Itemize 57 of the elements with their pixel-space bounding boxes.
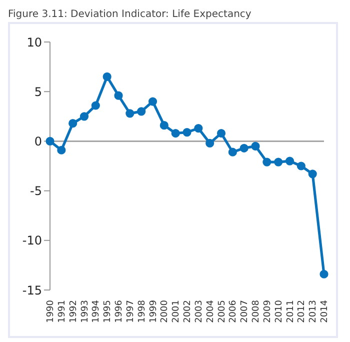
x-tick-label: 2001 xyxy=(172,300,182,323)
x-tick-label: 2004 xyxy=(206,300,216,323)
x-tick-label: 1997 xyxy=(126,300,136,323)
point xyxy=(285,156,294,166)
x-tick-label: 2009 xyxy=(262,300,273,323)
chart-title: Figure 3.11: Deviation Indicator: Life Expectancy xyxy=(8,8,252,22)
point xyxy=(160,121,168,130)
y-tick-label: -15 xyxy=(22,283,42,298)
x-tick-label: 1991 xyxy=(57,300,68,323)
point xyxy=(240,144,248,152)
point xyxy=(194,124,203,133)
x-tick-label: 1995 xyxy=(103,300,114,323)
point xyxy=(102,72,112,82)
x-tick-label: 1999 xyxy=(148,300,159,323)
point xyxy=(206,138,214,148)
point xyxy=(171,128,180,138)
point xyxy=(126,109,134,118)
x-tick-label: 2006 xyxy=(228,300,239,323)
point xyxy=(228,148,237,156)
point xyxy=(114,91,123,100)
x-tick-label: 2012 xyxy=(297,300,308,323)
y-tick-label: 10 xyxy=(26,35,42,50)
x-tick-label: 2002 xyxy=(183,300,193,323)
point xyxy=(148,97,158,106)
point xyxy=(262,158,272,166)
x-tick-label: 1996 xyxy=(114,300,124,323)
point xyxy=(251,142,260,150)
x-tick-label: 1990 xyxy=(46,300,56,323)
point xyxy=(57,146,66,154)
y-tick-label: 5 xyxy=(34,84,42,99)
y-tick-label: -10 xyxy=(22,234,42,248)
x-tick-label: 1998 xyxy=(137,300,148,323)
x-tick-label: 2011 xyxy=(286,300,296,323)
y-tick-label: -5 xyxy=(30,184,42,198)
point xyxy=(320,270,328,278)
point xyxy=(182,128,192,137)
point xyxy=(137,107,146,116)
x-tick-label: 2007 xyxy=(240,300,250,323)
point xyxy=(216,128,226,138)
y-tick-label: 0 xyxy=(34,134,42,148)
x-tick-label: 2013 xyxy=(308,300,319,323)
x-tick-label: 2005 xyxy=(217,300,228,323)
x-tick-label: 2010 xyxy=(274,300,284,323)
point xyxy=(80,112,89,121)
x-tick-label: 2008 xyxy=(252,300,262,323)
x-tick-label: 2014 xyxy=(320,300,330,323)
x-tick-label: 2000 xyxy=(160,300,170,323)
point xyxy=(68,119,78,128)
point xyxy=(91,101,100,110)
x-tick-label: 1992 xyxy=(68,300,79,323)
point xyxy=(308,170,317,178)
x-tick-label: 2003 xyxy=(194,300,204,323)
x-tick-label: 1994 xyxy=(92,300,102,323)
point xyxy=(296,162,306,170)
x-tick-label: 1993 xyxy=(80,300,90,323)
point xyxy=(274,158,283,166)
point xyxy=(46,136,54,146)
